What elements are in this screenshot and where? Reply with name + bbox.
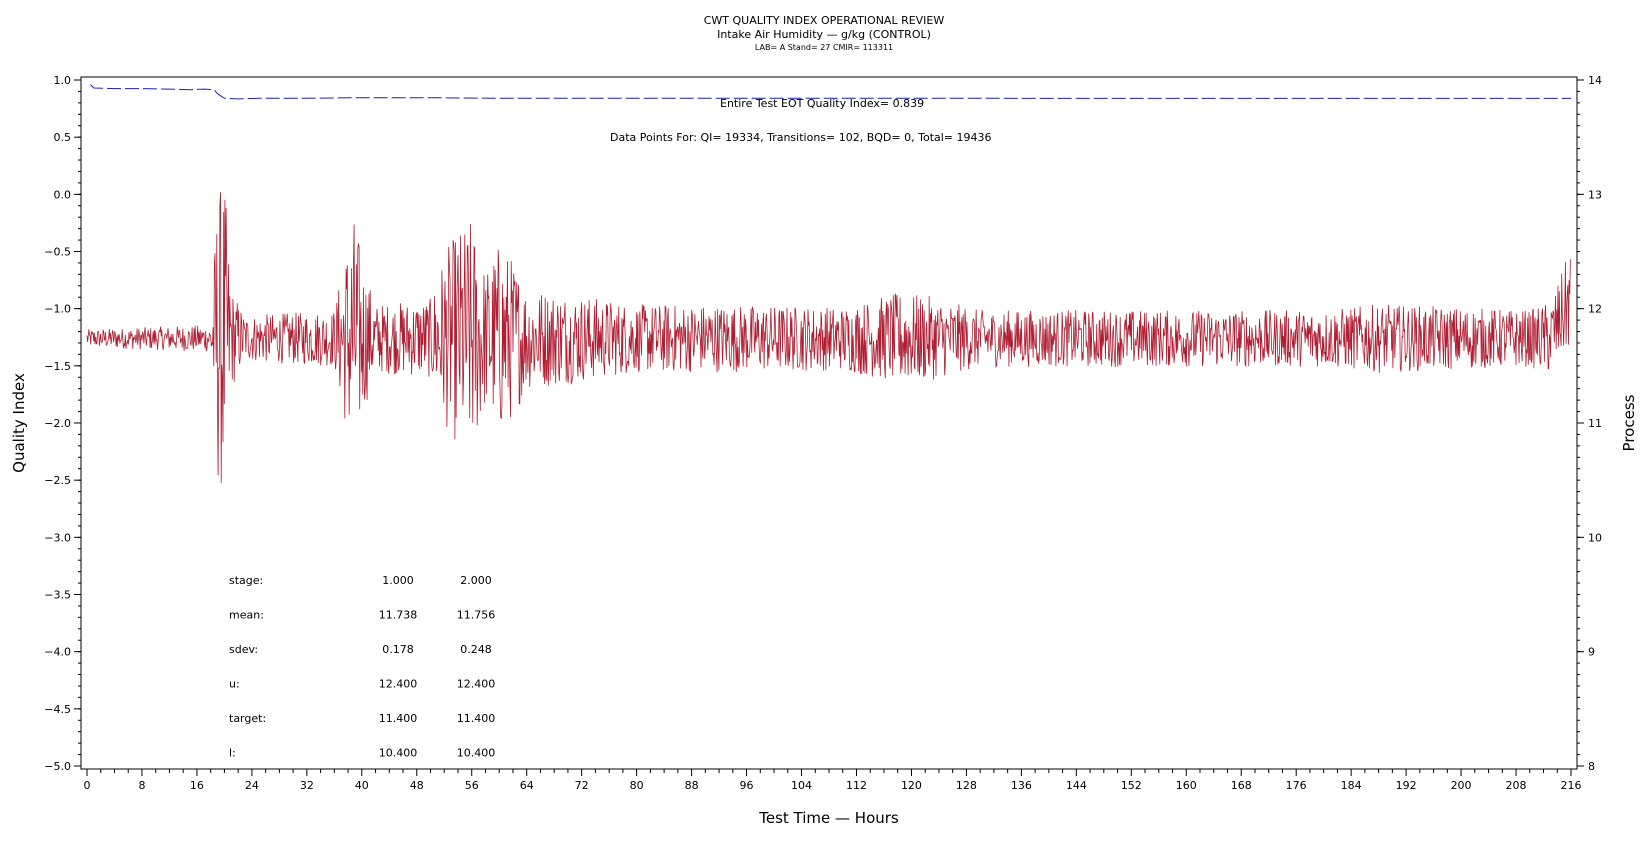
y-tick-label: −4.0	[44, 646, 71, 659]
y-axis-label: Quality Index	[10, 373, 28, 473]
stats-row-stage1: 11.400	[379, 712, 418, 725]
x-tick-label: 32	[300, 779, 314, 792]
y-tick-label: 1.0	[54, 74, 72, 87]
y-tick-label: 0.5	[54, 131, 72, 144]
stats-row-stage1: 1.000	[382, 574, 414, 587]
y-tick-label: −1.0	[44, 303, 71, 316]
x-tick-label: 16	[190, 779, 204, 792]
stats-table: stage: 1.000 2.000 mean: 11.738 11.756 sdev: 0.…	[229, 574, 495, 760]
x-tick-label: 96	[740, 779, 754, 792]
stats-row-stage2: 10.400	[457, 747, 496, 760]
chart-title: CWT QUALITY INDEX OPERATIONAL REVIEW	[704, 14, 945, 27]
stats-row-label: target:	[229, 712, 266, 725]
x-tick-label: 168	[1231, 779, 1252, 792]
quality-index-series-line	[90, 84, 1571, 100]
x-tick-label: 48	[410, 779, 424, 792]
x-tick-label: 88	[685, 779, 699, 792]
chart-subtitle: Intake Air Humidity — g/kg (CONTROL)	[717, 28, 931, 41]
x-tick-label: 144	[1066, 779, 1087, 792]
stats-row-label: mean:	[229, 609, 264, 622]
x-tick-label: 72	[575, 779, 589, 792]
x-tick-label: 184	[1341, 779, 1362, 792]
x-tick-label: 24	[245, 779, 259, 792]
stats-row-stage1: 0.178	[382, 643, 414, 656]
y-axis-left: 1.0 0.5 0.0 −0.5 −1.0 −1.5 −2.0 −2.5 −3.0 −3.5 −4.…	[44, 74, 81, 773]
y-tick-label: −4.5	[44, 703, 71, 716]
x-axis-label: Test Time — Hours	[758, 809, 899, 827]
y2-tick-label: 11	[1588, 417, 1602, 430]
series-layer	[86, 84, 1571, 484]
y-tick-label: −5.0	[44, 760, 71, 773]
y-tick-label: −3.5	[44, 589, 71, 602]
y-tick-label: −0.5	[44, 246, 71, 259]
x-tick-label: 208	[1506, 779, 1527, 792]
x-axis: 0 8 16 24 32 40 48 56 64 72 80 88 96 104 112 120 128 136 1…	[84, 769, 1582, 792]
y-tick-label: −3.0	[44, 531, 71, 544]
y2-tick-label: 9	[1588, 646, 1595, 659]
y2-tick-label: 10	[1588, 531, 1602, 544]
x-tick-label: 8	[138, 779, 145, 792]
x-tick-label: 104	[791, 779, 812, 792]
data-points-annotation: Data Points For: QI= 19334, Transitions=…	[610, 131, 992, 144]
x-tick-label: 192	[1396, 779, 1417, 792]
process-series-line	[86, 192, 1571, 484]
stats-row-stage2: 11.756	[457, 609, 496, 622]
eot-quality-index-annotation: Entire Test EOT Quality Index= 0.839	[720, 97, 924, 110]
y-tick-label: −2.5	[44, 474, 71, 487]
stats-row-stage1: 11.738	[379, 609, 418, 622]
stats-row-stage2: 2.000	[460, 574, 492, 587]
x-tick-label: 120	[901, 779, 922, 792]
x-tick-label: 160	[1176, 779, 1197, 792]
stats-row-stage1: 10.400	[379, 747, 418, 760]
x-tick-label: 152	[1121, 779, 1142, 792]
x-tick-label: 216	[1561, 779, 1582, 792]
y2-tick-label: 8	[1588, 760, 1595, 773]
x-tick-label: 112	[846, 779, 867, 792]
stats-row-label: sdev:	[229, 643, 258, 656]
stats-row-stage1: 12.400	[379, 678, 418, 691]
x-tick-label: 40	[355, 779, 369, 792]
x-tick-label: 56	[465, 779, 479, 792]
y-tick-label: 0.0	[54, 188, 72, 201]
y2-axis-label: Process	[1620, 394, 1638, 451]
y2-tick-label: 12	[1588, 303, 1602, 316]
chart-subtitle-lab: LAB= A Stand= 27 CMIR= 113311	[755, 43, 893, 52]
y2-tick-label: 14	[1588, 74, 1602, 87]
x-tick-label: 200	[1451, 779, 1472, 792]
x-tick-label: 176	[1286, 779, 1307, 792]
y-axis-right: 14 13 12 11 10 9 8	[1577, 74, 1602, 773]
y2-tick-label: 13	[1588, 188, 1602, 201]
x-tick-label: 136	[1011, 779, 1032, 792]
y-tick-label: −1.5	[44, 360, 71, 373]
x-tick-label: 64	[520, 779, 534, 792]
x-tick-label: 128	[956, 779, 977, 792]
stats-row-label: u:	[229, 678, 240, 691]
y-tick-label: −2.0	[44, 417, 71, 430]
stats-row-stage2: 12.400	[457, 678, 496, 691]
x-tick-label: 0	[84, 779, 91, 792]
stats-row-stage2: 11.400	[457, 712, 496, 725]
stats-row-stage2: 0.248	[460, 643, 492, 656]
x-tick-label: 80	[630, 779, 644, 792]
stats-row-label: stage:	[229, 574, 263, 587]
plot-frame	[80, 76, 1578, 770]
stats-row-label: l:	[229, 747, 236, 760]
